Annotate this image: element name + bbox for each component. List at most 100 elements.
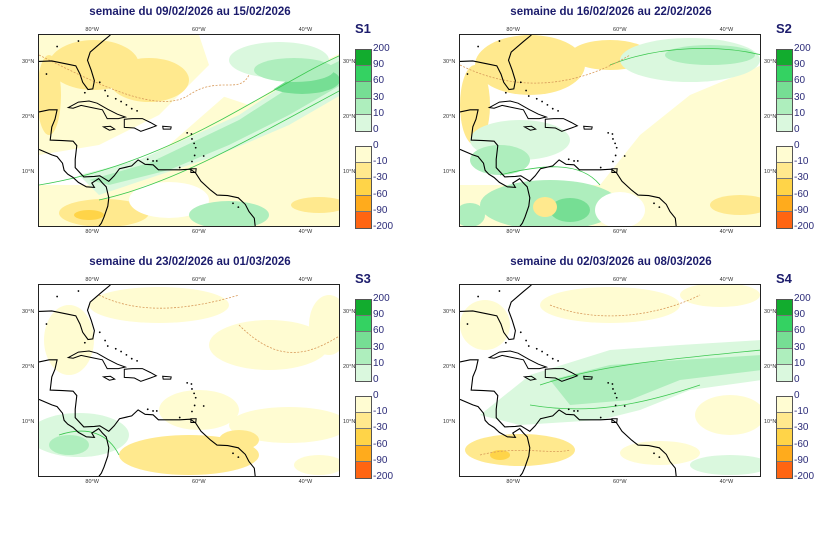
lon-label: 60°W [613,479,627,485]
island-dot [551,107,554,110]
colorbar-swatch [777,147,792,164]
island-dot [519,331,522,334]
colorbar-swatch [356,445,371,462]
island-dot [202,155,205,157]
island-dot [106,345,109,347]
island-coastline [162,125,172,130]
island-dot [130,357,133,360]
island-coastline [101,125,116,131]
anomaly-contour [549,294,701,317]
lon-label: 40°W [719,27,734,33]
panel-title: semaine du 09/02/2026 au 15/02/2026 [89,6,291,18]
colorbar-swatch [777,50,792,67]
island-dot [136,110,138,112]
island-dot [546,353,549,356]
colorbar-tick-label: 0 [794,124,800,135]
island-coastline [611,168,618,173]
colorbar-tick-label: -60 [794,438,809,450]
colorbar-tick-label: -10 [373,406,388,418]
island-dot [130,107,133,110]
island-dot [193,392,196,395]
island-dot [535,347,538,350]
colorbar-swatch [777,114,792,131]
colorbar-tick-label: -200 [794,221,815,232]
colorbar-tick-label: 30 [373,341,385,353]
coastline [39,148,110,226]
coastline [39,35,111,91]
anomaly-area [710,195,760,215]
colorbar-tick-label: -60 [794,188,809,200]
island-dot [186,382,189,384]
coastline [39,398,110,476]
colorbar-swatch [777,413,792,430]
colorbar-tick-label: 200 [794,293,811,304]
colorbar-tick-label: -10 [373,156,388,168]
coastline [460,35,532,91]
anomaly-contour [98,294,240,309]
anomaly-contour [529,384,701,410]
anomaly-area [460,203,485,226]
anomaly-contour [238,324,339,353]
island-coastline [123,368,158,382]
island-dot [77,290,80,292]
anomaly-area [219,430,259,450]
island-coastline [162,375,172,380]
anomaly-contour [479,449,571,456]
colorbar-tick-label: 0 [794,374,800,385]
colorbar-tick-label: 0 [373,374,379,385]
colorbar-tick-label: -30 [794,172,809,184]
island-dot [612,410,614,413]
colorbar-swatch [356,413,371,430]
island-dot [612,138,614,140]
island-dot [193,142,196,145]
island-dot [567,158,570,161]
island-dot [557,110,559,112]
island-dot [498,290,501,292]
island-coastline [190,168,197,173]
island-dot [615,146,618,149]
anomaly-contour [539,349,760,386]
lon-label: 40°W [719,479,734,485]
colorbar-swatch [777,211,792,228]
anomaly-contour [98,90,339,201]
colorbar-swatch [777,66,792,83]
island-dot [194,146,197,149]
island-dot [576,410,579,412]
coastline [460,285,532,341]
island-dot [191,388,193,390]
island-dot [504,341,507,344]
island-dot [504,91,507,94]
island-dot [614,392,617,395]
colorbar-swatch [777,195,792,212]
colorbar-tick-label: 90 [373,309,385,321]
lat-label: 30°N [343,309,356,316]
colorbar-tick-label: 10 [373,107,385,119]
island-dot [525,339,527,342]
anomaly-contour [58,430,120,456]
island-dot [576,160,579,162]
island-dot [541,350,543,353]
lon-label: 60°W [192,229,206,235]
anomaly-area [254,58,334,82]
lat-label: 20°N [764,364,777,371]
anomaly-area [540,287,680,323]
panel-label: S1 [355,21,371,36]
anomaly-contour [39,54,250,102]
colorbar-tick-label: -90 [373,204,388,216]
colorbar-tick-label: 90 [373,59,385,71]
coastline [460,148,531,226]
island-coastline [583,125,593,130]
colorbar-negative [776,146,793,229]
island-dot [551,357,554,360]
island-dot [125,353,128,356]
colorbar-swatch [356,147,371,164]
colorbar-tick-label: 90 [794,309,806,321]
anomaly-area [189,201,269,226]
lon-label: 40°W [298,27,313,33]
precipitation-anomaly-map [459,284,761,477]
map-panel-s2: semaine du 16/02/2026 au 22/02/2026 S2 80°… [421,0,821,245]
lon-label: 60°W [613,277,627,283]
colorbar-tick-label: 90 [794,59,806,71]
coastline [39,285,111,341]
colorbar-negative [776,396,793,479]
